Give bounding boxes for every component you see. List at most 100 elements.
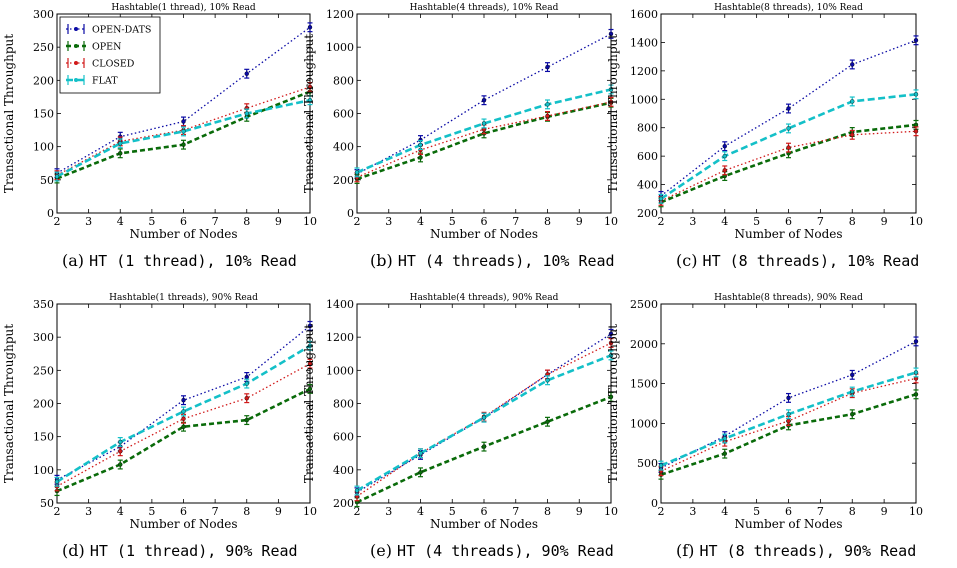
x-tick-label: 9 — [881, 505, 888, 518]
data-point — [418, 470, 423, 475]
plot-frame — [356, 303, 612, 504]
data-point — [418, 451, 423, 456]
data-point — [118, 151, 123, 156]
y-tick-label: 1000 — [326, 41, 354, 54]
data-point — [545, 378, 550, 383]
data-point — [181, 129, 186, 134]
x-tick-label: 8 — [849, 215, 856, 228]
legend-marker — [74, 61, 78, 65]
x-tick-label: 8 — [243, 215, 250, 228]
y-tick-label: 600 — [333, 431, 354, 444]
x-tick-label: 2 — [54, 215, 61, 228]
data-point — [608, 394, 614, 400]
data-point — [658, 463, 664, 468]
y-tick-label: 200 — [333, 174, 354, 187]
data-point — [608, 99, 614, 105]
data-point — [913, 370, 919, 375]
data-point — [307, 343, 313, 348]
caption-d: (d) HT (1 thread), 90% Read — [62, 541, 298, 560]
y-tick-label: 2500 — [630, 298, 658, 311]
y-tick-label: 1200 — [630, 65, 658, 78]
x-tick-label: 3 — [689, 215, 696, 228]
data-point — [307, 361, 313, 366]
y-axis-label: Transactional Throughput — [302, 34, 316, 193]
y-axis-label: Transactional Throughput — [606, 34, 620, 193]
caption-tag: (b) — [370, 251, 393, 270]
y-axis-label: Transactional Throughput — [2, 324, 16, 483]
x-tick-label: 5 — [753, 505, 760, 518]
x-tick-label: 2 — [354, 505, 361, 518]
data-point — [545, 64, 550, 70]
series-line-open — [660, 393, 917, 476]
x-tick-label: 2 — [354, 215, 361, 228]
caption-text: HT (8 threads), 90% Read — [699, 542, 917, 560]
legend-label: FLAT — [92, 76, 118, 87]
x-tick-label: 4 — [117, 215, 124, 228]
x-tick-label: 7 — [512, 215, 519, 228]
data-point — [307, 386, 313, 392]
chart-title: Hashtable(8 threads), 90% Read — [714, 292, 863, 303]
chart-title: Hashtable(1 threads), 90% Read — [109, 292, 258, 303]
series-line-closed — [56, 363, 311, 487]
data-point — [608, 87, 614, 92]
x-tick-label: 10 — [909, 215, 923, 228]
chart-title: Hashtable(1 thread), 10% Read — [111, 2, 255, 13]
data-point — [913, 38, 919, 43]
data-point — [608, 353, 614, 358]
data-point — [913, 392, 919, 397]
data-point — [244, 374, 249, 380]
y-tick-label: 1200 — [326, 8, 354, 21]
x-axis-label: Number of Nodes — [734, 227, 842, 241]
data-point — [481, 415, 487, 420]
data-point — [786, 395, 791, 401]
legend-marker — [74, 44, 78, 48]
legend-label: CLOSED — [92, 59, 135, 70]
x-tick-label: 10 — [303, 505, 317, 518]
x-tick-label: 10 — [604, 215, 618, 228]
series-line-open — [660, 123, 917, 204]
chart-c: Hashtable(8 threads), 10% Read 2 3 4 5 6 7 8 9 10… — [606, 2, 923, 241]
caption-tag: (c) — [676, 251, 698, 270]
data-point — [913, 339, 919, 344]
x-tick-label: 3 — [385, 505, 392, 518]
y-tick-label: 800 — [637, 122, 658, 135]
series-line-flat — [356, 88, 612, 174]
data-point — [118, 462, 123, 467]
y-tick-label: 1000 — [630, 417, 658, 430]
data-point — [118, 141, 123, 146]
caption-text: HT (8 threads), 10% Read — [702, 252, 920, 270]
x-tick-label: 2 — [54, 505, 61, 518]
data-point — [545, 102, 550, 107]
x-axis-label: Number of Nodes — [129, 227, 237, 241]
chart-d: Hashtable(1 threads), 90% Read 2 3 4 5 6 7 8 9 10… — [2, 292, 317, 531]
legend-label: OPEN — [92, 42, 121, 53]
chart-e: Hashtable(4 threads), 90% Read 2 3 4 5 6 7 8 9 10… — [302, 292, 618, 531]
y-tick-label: 250 — [33, 41, 54, 54]
caption-c: (c) HT (8 threads), 10% Read — [676, 251, 919, 270]
y-tick-label: 250 — [33, 364, 54, 377]
x-axis-label: Number of Nodes — [430, 227, 538, 241]
data-point — [786, 126, 791, 131]
y-tick-label: 150 — [33, 431, 54, 444]
y-tick-label: 300 — [33, 8, 54, 21]
y-tick-label: 400 — [333, 141, 354, 154]
x-tick-label: 3 — [689, 505, 696, 518]
y-tick-label: 200 — [33, 398, 54, 411]
y-tick-label: 1400 — [326, 298, 354, 311]
data-point — [722, 436, 727, 441]
caption-a: (a) HT (1 thread), 10% Read — [62, 251, 297, 270]
data-point — [786, 418, 791, 424]
data-point — [354, 488, 360, 493]
data-point — [850, 389, 855, 394]
x-tick-label: 9 — [576, 215, 583, 228]
y-tick-label: 800 — [333, 398, 354, 411]
data-point — [722, 143, 727, 149]
x-tick-label: 5 — [449, 505, 456, 518]
x-axis-label: Number of Nodes — [734, 517, 842, 531]
data-point — [608, 31, 614, 37]
x-tick-label: 6 — [481, 505, 488, 518]
x-tick-label: 6 — [785, 505, 792, 518]
x-tick-label: 4 — [721, 215, 728, 228]
data-point — [850, 99, 855, 104]
